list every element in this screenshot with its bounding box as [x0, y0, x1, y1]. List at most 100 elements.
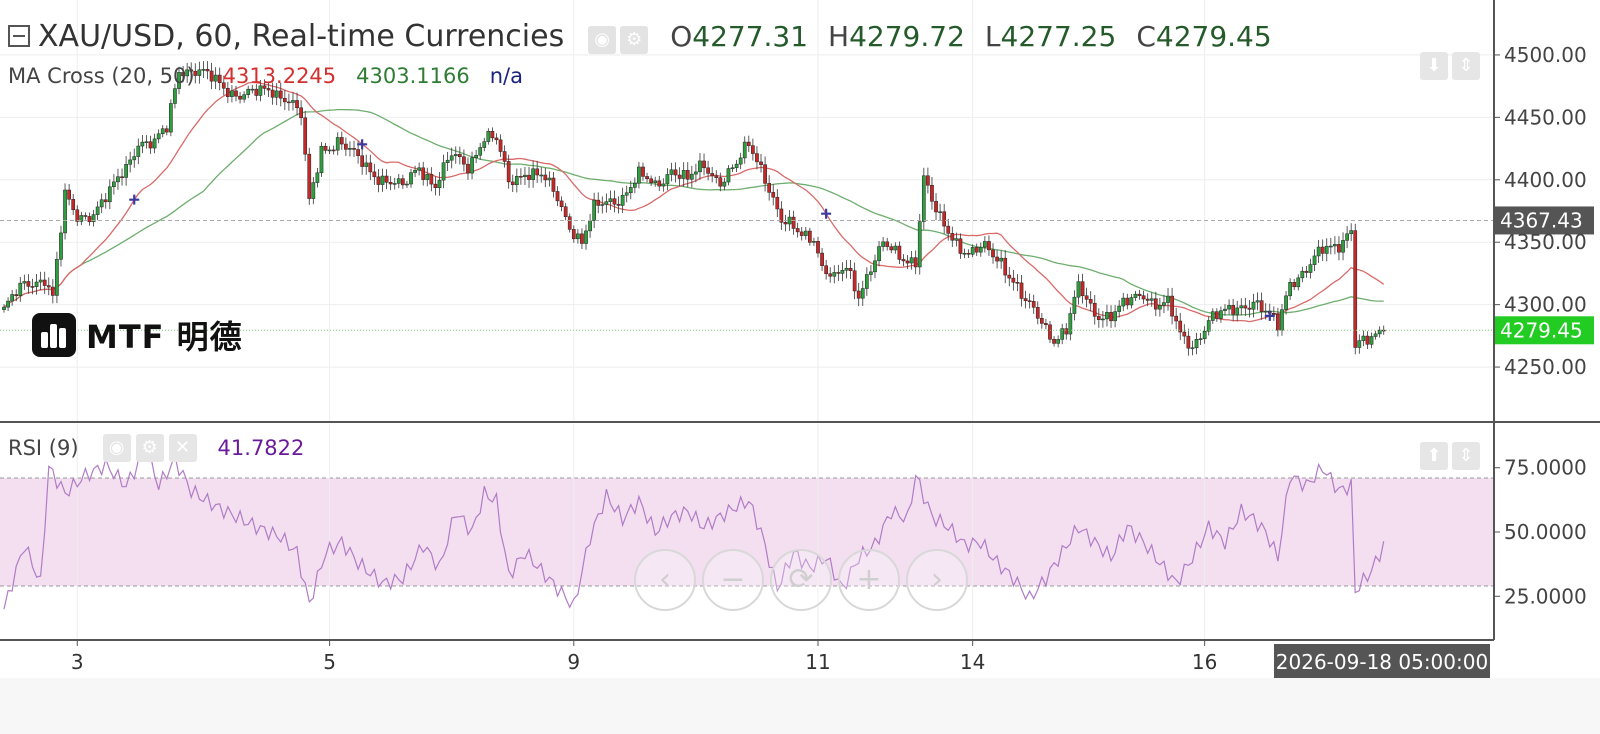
candle-body [1129, 297, 1134, 306]
rsi-tick-label: 25.0000 [1504, 584, 1587, 608]
rsi-value: 41.7822 [217, 436, 305, 460]
candle-body [327, 149, 332, 152]
candle-body [1377, 329, 1382, 335]
candle-body [234, 90, 238, 97]
candle-body [1080, 281, 1085, 297]
candle-body [413, 169, 417, 173]
candle-body [1056, 339, 1060, 344]
candle-body [160, 128, 165, 135]
candle-body [930, 185, 934, 202]
candle-body [193, 70, 198, 76]
time-tick-label: 3 [71, 650, 84, 674]
candle-body [974, 247, 979, 253]
candle-body [1052, 339, 1056, 344]
candle-body [1101, 318, 1105, 321]
candle-body [368, 162, 373, 173]
gear-icon[interactable]: ⚙ [135, 434, 164, 462]
scroll-right-button[interactable]: › [906, 549, 968, 611]
candle-body [1190, 347, 1195, 350]
candle-body [767, 183, 772, 193]
candle-body [1072, 296, 1077, 314]
candle-body [1141, 295, 1146, 300]
candle-body [1105, 312, 1109, 320]
candle-body [209, 70, 214, 82]
candle-body [803, 230, 808, 236]
candle-body [1308, 264, 1313, 273]
candle-body [791, 216, 796, 229]
candle-body [576, 233, 580, 240]
ma-cross-marker [1264, 310, 1275, 321]
candle-body [991, 249, 995, 258]
candle-body [571, 229, 576, 240]
price-tick-label: 4250.00 [1504, 355, 1587, 379]
candle-body [392, 183, 397, 185]
candle-body [1137, 293, 1142, 296]
candle-body [539, 174, 544, 177]
candle-body [535, 168, 540, 176]
candle-body [685, 170, 690, 180]
zoom-in-button[interactable]: + [838, 549, 900, 611]
maximize-icon[interactable]: ⇕ [1452, 442, 1480, 470]
candle-body [230, 90, 234, 97]
candle-body [384, 175, 389, 183]
arrow-down-icon[interactable]: ⬇ [1420, 52, 1448, 80]
candle-body [360, 155, 365, 167]
candle-body [567, 216, 572, 230]
candle-body [950, 233, 955, 241]
collapse-icon[interactable] [8, 25, 30, 47]
candle-body [1312, 255, 1317, 265]
candle-body [482, 141, 487, 148]
eye-icon[interactable]: ◉ [588, 26, 617, 54]
candle-body [331, 149, 336, 152]
candle-body [1023, 298, 1028, 302]
candle-body [1084, 295, 1089, 300]
candle-body [1235, 307, 1240, 315]
candle-body [103, 199, 108, 203]
candle-body [893, 245, 898, 251]
candle-body [1194, 339, 1199, 349]
candle-body [462, 156, 466, 165]
logo-mark-icon [32, 313, 76, 357]
candle-body [323, 145, 328, 151]
maximize-icon[interactable]: ⇕ [1452, 52, 1480, 80]
reset-button[interactable]: ⟳ [770, 549, 832, 611]
candle-body [1243, 305, 1248, 309]
ohlc-high-key: H [828, 19, 850, 53]
candle-body [531, 168, 535, 180]
candle-body [987, 241, 991, 251]
candle-body [1186, 335, 1191, 349]
candle-body [295, 100, 299, 108]
candle-body [466, 163, 470, 174]
candle-body [962, 252, 967, 255]
zoom-out-button[interactable]: − [702, 549, 764, 611]
candle-body [783, 221, 788, 225]
candle-body [1027, 300, 1032, 303]
candle-body [934, 201, 938, 213]
candle-body [905, 260, 910, 264]
candle-body [95, 206, 100, 215]
scroll-left-button[interactable]: ‹ [634, 549, 696, 611]
candle-body [344, 143, 348, 150]
candle-body [42, 279, 47, 286]
price-tag-box [1494, 206, 1594, 235]
candle-body [136, 145, 141, 157]
candle-body [152, 138, 157, 149]
candle-body [746, 141, 751, 146]
candle-body [787, 216, 792, 225]
candle-body [1345, 233, 1349, 241]
candle-body [1088, 299, 1093, 304]
gear-icon[interactable]: ⚙ [620, 26, 649, 54]
candle-body [116, 176, 120, 183]
arrow-up-icon[interactable]: ⬆ [1420, 442, 1448, 470]
eye-icon[interactable]: ◉ [102, 434, 131, 462]
close-icon[interactable]: ✕ [168, 434, 197, 462]
ma-cross-legend: MA Cross (20, 50) 4313.2245 4303.1166 n/… [8, 64, 523, 88]
candle-body [1284, 295, 1288, 310]
candle-body [1048, 324, 1052, 340]
price-tick-label: 4500.00 [1504, 43, 1587, 67]
candle-body [681, 170, 686, 179]
candle-body [759, 161, 763, 165]
candle-body [1040, 318, 1044, 324]
